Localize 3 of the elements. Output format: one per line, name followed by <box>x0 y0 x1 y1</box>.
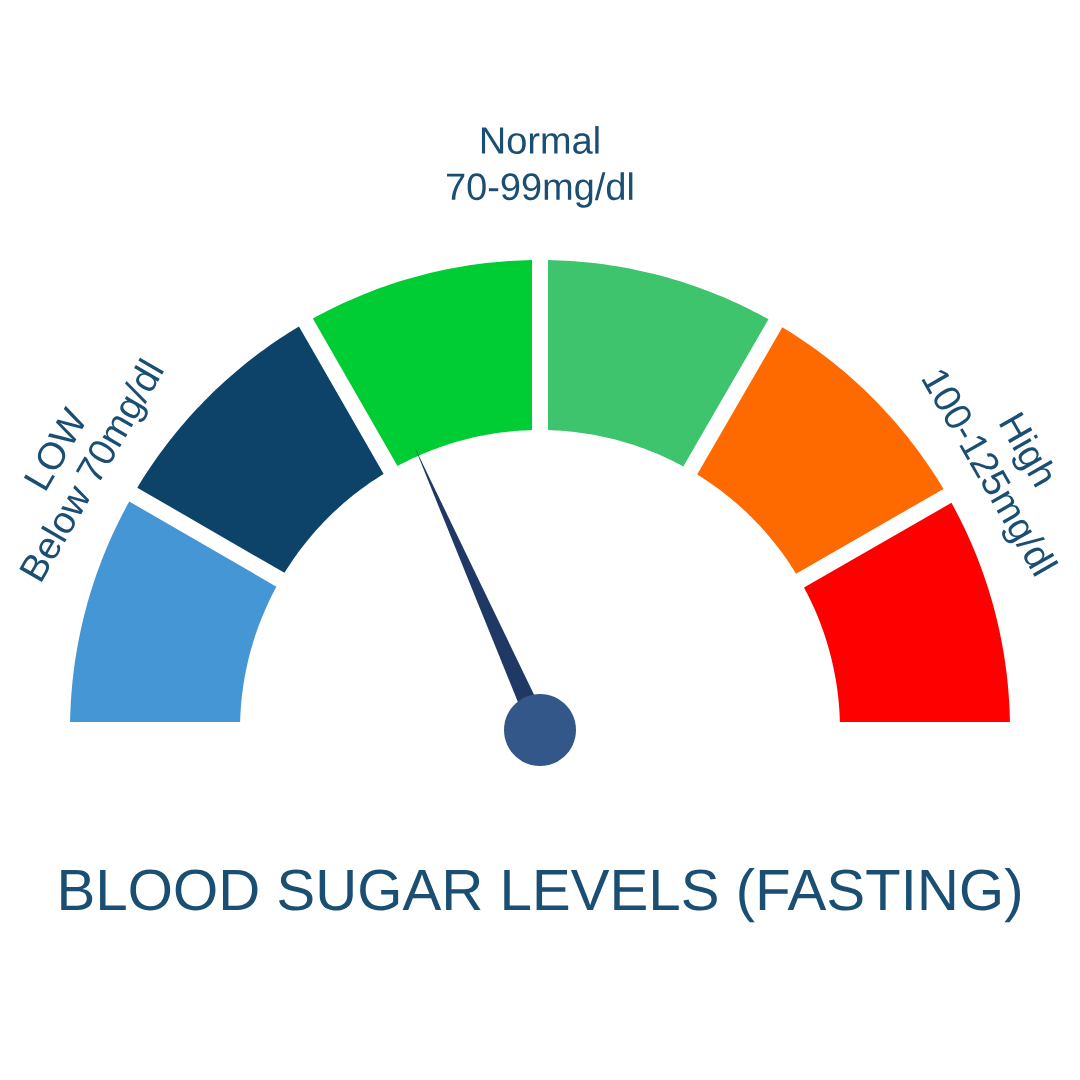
slice-label: Normal <box>481 126 599 154</box>
text: BLOOD SUGAR LEVELS (FASTING) <box>61 867 1020 923</box>
text: 70-99mg/dl <box>447 172 633 208</box>
